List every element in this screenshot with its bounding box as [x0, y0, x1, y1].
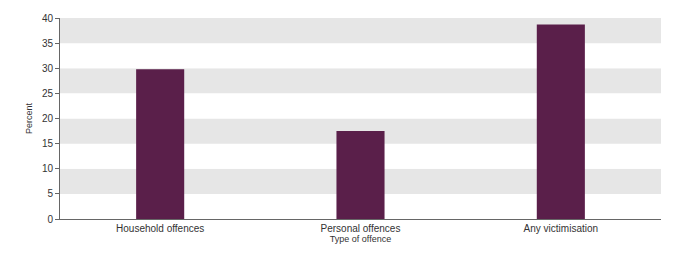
svg-text:35: 35 [42, 38, 54, 49]
svg-text:Percent: Percent [24, 102, 34, 134]
svg-text:5: 5 [47, 188, 53, 199]
svg-text:10: 10 [42, 163, 54, 174]
svg-text:Any victimisation: Any victimisation [524, 223, 598, 234]
svg-text:Household offences: Household offences [116, 223, 204, 234]
svg-text:25: 25 [42, 88, 54, 99]
svg-text:15: 15 [42, 138, 54, 149]
svg-text:Personal offences: Personal offences [321, 223, 401, 234]
svg-text:0: 0 [47, 214, 53, 225]
svg-text:30: 30 [42, 63, 54, 74]
svg-text:Type of offence: Type of offence [330, 234, 391, 244]
svg-text:20: 20 [42, 113, 54, 124]
svg-text:40: 40 [42, 13, 54, 24]
